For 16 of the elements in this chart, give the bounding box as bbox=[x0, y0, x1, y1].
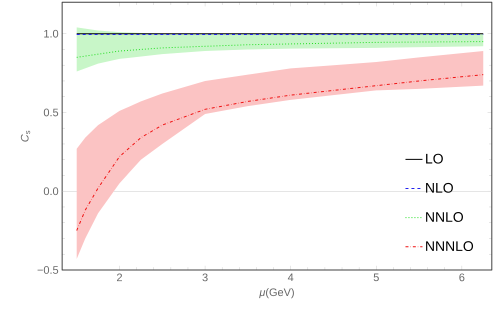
x-tick-label: 4 bbox=[288, 273, 294, 281]
x-axis-title: μ(GeV) bbox=[259, 288, 294, 298]
y-tick-label: 0.5 bbox=[44, 108, 58, 116]
line-series bbox=[76, 74, 484, 232]
y-tick-label: 0.0 bbox=[44, 187, 58, 196]
y-tick-label: 1.0 bbox=[44, 30, 58, 38]
legend-label: LO bbox=[426, 154, 443, 164]
y-axis-title: C$_{s}$ bbox=[20, 130, 30, 142]
x-tick-label: 3 bbox=[202, 273, 208, 282]
x-tick-label: 2 bbox=[116, 273, 122, 282]
legend-label: NNLO bbox=[426, 212, 464, 222]
x-tick-label: 6 bbox=[459, 273, 464, 282]
y-tick-label: −0.5 bbox=[38, 266, 58, 274]
legend-label: NNNLO bbox=[426, 241, 474, 251]
x-tick-label: 5 bbox=[374, 273, 379, 282]
legend-label: NLO bbox=[426, 182, 453, 193]
